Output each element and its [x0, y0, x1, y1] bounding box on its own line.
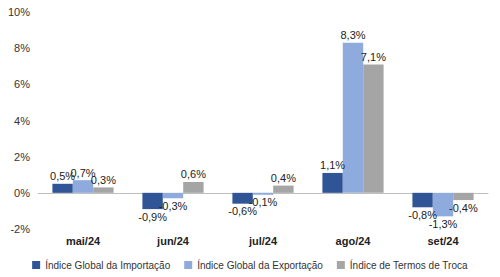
svg-text:-2%: -2%: [10, 223, 30, 235]
svg-text:1,1%: 1,1%: [320, 159, 345, 171]
svg-text:set/24: set/24: [427, 235, 459, 247]
svg-text:-0,8%: -0,8%: [408, 208, 437, 221]
svg-text:-0,3%: -0,3%: [159, 200, 188, 212]
svg-text:0,7%: 0,7%: [70, 166, 96, 179]
svg-text:Índice Global da Exportação: Índice Global da Exportação: [197, 259, 323, 271]
svg-text:0,6%: 0,6%: [181, 168, 206, 180]
svg-text:ago/24: ago/24: [336, 235, 372, 247]
svg-text:0,5%: 0,5%: [50, 170, 76, 183]
svg-text:6%: 6%: [14, 78, 30, 90]
svg-text:-0,4%: -0,4%: [449, 202, 478, 214]
svg-text:0,4%: 0,4%: [271, 172, 296, 184]
svg-text:2%: 2%: [14, 151, 30, 163]
svg-text:8%: 8%: [14, 42, 30, 54]
svg-text:8,3%: 8,3%: [340, 29, 365, 41]
svg-text:0%: 0%: [14, 187, 30, 199]
svg-text:Índice Global da Importação: Índice Global da Importação: [45, 259, 171, 271]
svg-text:10%: 10%: [8, 6, 30, 18]
svg-text:-1,3%: -1,3%: [429, 218, 458, 230]
svg-text:-0,6%: -0,6%: [228, 205, 257, 218]
svg-text:0,3%: 0,3%: [91, 174, 116, 186]
svg-text:4%: 4%: [14, 115, 30, 127]
svg-text:mai/24: mai/24: [66, 235, 101, 247]
svg-text:jun/24: jun/24: [156, 235, 190, 247]
svg-text:jul/24: jul/24: [248, 235, 278, 247]
svg-text:-0,1%: -0,1%: [249, 196, 278, 208]
svg-text:7,1%: 7,1%: [361, 51, 386, 63]
svg-text:-0,9%: -0,9%: [138, 211, 167, 223]
svg-text:Índice de Termos de Troca: Índice de Termos de Troca: [350, 259, 468, 271]
